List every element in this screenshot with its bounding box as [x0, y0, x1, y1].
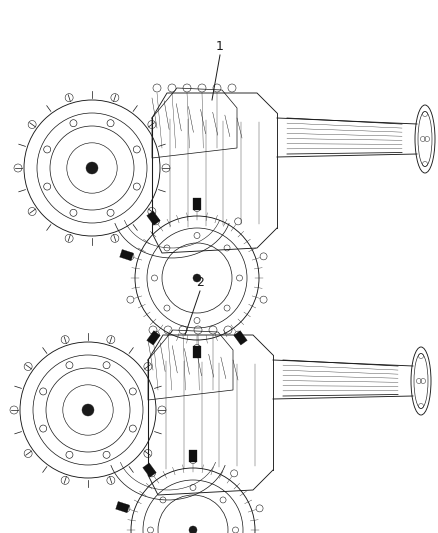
Ellipse shape	[86, 162, 98, 174]
Bar	[193, 198, 201, 210]
Bar	[147, 330, 160, 345]
Bar	[120, 249, 134, 261]
Bar	[143, 463, 156, 478]
Ellipse shape	[193, 274, 201, 282]
Text: 1: 1	[216, 41, 224, 53]
Ellipse shape	[82, 404, 94, 416]
Bar	[147, 211, 160, 225]
Text: 2: 2	[196, 277, 204, 289]
Bar	[189, 450, 197, 462]
Bar	[193, 346, 201, 358]
Bar	[234, 330, 247, 345]
Ellipse shape	[189, 526, 197, 533]
Bar	[116, 502, 130, 513]
